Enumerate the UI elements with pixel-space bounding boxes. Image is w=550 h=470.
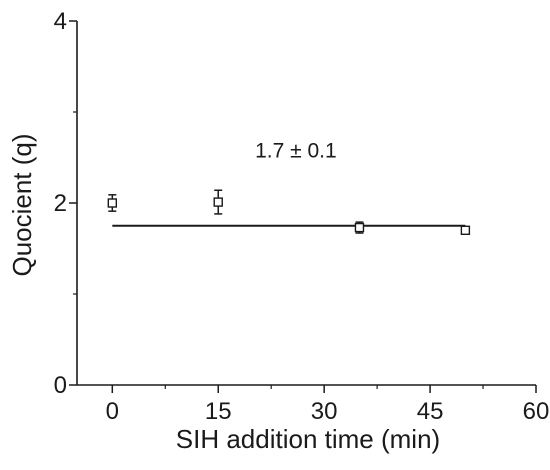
y-tick-label: 2	[54, 190, 67, 217]
x-tick-label: 60	[523, 398, 550, 425]
y-tick-label: 0	[54, 372, 67, 399]
y-axis-title: Quocient (q)	[7, 133, 37, 276]
data-point	[460, 225, 471, 236]
data-point	[107, 198, 118, 208]
data-point	[213, 197, 223, 207]
x-tick-label: 45	[417, 398, 444, 425]
fit-annotation: 1.7 ± 0.1	[255, 140, 337, 163]
x-axis-title: SIH addition time (min)	[176, 424, 440, 454]
x-tick-label: 30	[311, 398, 338, 425]
y-tick-label: 4	[54, 8, 67, 35]
axes	[69, 20, 537, 393]
data-point	[354, 222, 365, 233]
x-tick-label: 15	[205, 398, 232, 425]
data-points-layer	[107, 189, 471, 236]
labels-layer: SIH addition time (min) Quocient (q) 0 15…	[7, 8, 549, 454]
x-tick-label: 0	[106, 398, 119, 425]
